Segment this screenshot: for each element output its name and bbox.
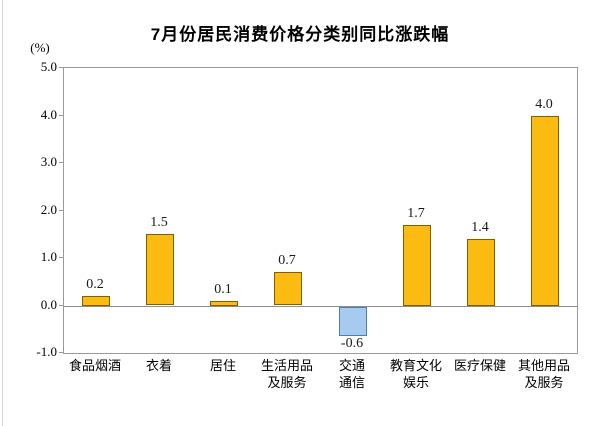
- chart-title: 7月份居民消费价格分类别同比涨跌幅: [150, 25, 450, 44]
- bar-4: [339, 307, 367, 336]
- page-left-edge-line: [2, 0, 3, 426]
- y-axis-tick-mark: [59, 305, 63, 306]
- x-axis-category-label: 其他用品 及服务: [517, 358, 570, 390]
- bar-1: [146, 234, 174, 305]
- y-axis-tick-mark: [59, 162, 63, 163]
- y-axis-tick-mark: [59, 257, 63, 258]
- bar-0: [82, 296, 110, 306]
- bar-value-label: 1.7: [407, 206, 425, 221]
- bar-3: [274, 272, 302, 305]
- x-axis-category-label: 教育文化 娱乐: [389, 358, 442, 390]
- y-axis-tick-label: 1.0: [40, 249, 57, 264]
- y-axis-tick-label: 2.0: [40, 202, 57, 217]
- zero-baseline: [64, 306, 577, 307]
- y-axis-tick-mark: [59, 115, 63, 116]
- bar-value-label: 0.7: [278, 253, 296, 268]
- bar-value-label: -0.6: [340, 336, 364, 351]
- x-axis-category-label: 医疗保健: [453, 358, 506, 373]
- y-axis-tick-label: 0.0: [40, 297, 57, 312]
- y-axis-tick-label: 4.0: [40, 107, 57, 122]
- x-axis-category-label: 衣着: [145, 358, 172, 373]
- x-axis-category-label: 生活用品 及服务: [260, 358, 313, 390]
- bar-value-label: 1.5: [150, 215, 168, 230]
- y-axis-tick-label: 3.0: [40, 154, 57, 169]
- bar-6: [467, 239, 495, 306]
- bar-2: [210, 301, 238, 306]
- y-axis-tick-mark: [59, 67, 63, 68]
- x-axis-category-label: 食品烟酒: [68, 358, 121, 373]
- plot-area: [63, 67, 578, 354]
- bar-value-label: 1.4: [471, 220, 489, 235]
- y-axis-tick-mark: [59, 352, 63, 353]
- bar-value-label: 4.0: [535, 97, 553, 112]
- y-axis-unit-label: (%): [30, 40, 50, 55]
- bar-7: [531, 116, 559, 306]
- y-axis-tick-mark: [59, 210, 63, 211]
- x-axis-category-label: 居住: [209, 358, 236, 373]
- bar-5: [403, 225, 431, 306]
- y-axis-tick-label: 5.0: [40, 59, 57, 74]
- x-axis-category-label: 交通 通信: [338, 358, 365, 390]
- y-axis-tick-label: -1.0: [36, 344, 57, 359]
- bar-value-label: 0.1: [214, 282, 232, 297]
- bar-value-label: 0.2: [86, 277, 104, 292]
